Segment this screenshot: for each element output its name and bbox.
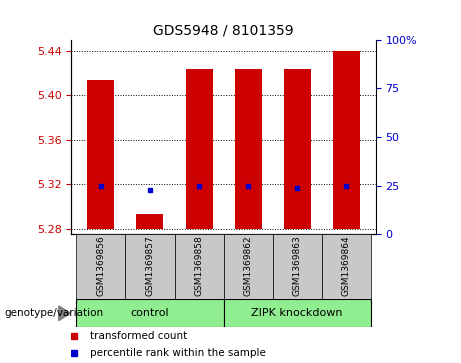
Bar — [272, 234, 322, 299]
Bar — [235, 69, 262, 229]
Text: ZIPK knockdown: ZIPK knockdown — [251, 308, 343, 318]
Polygon shape — [59, 306, 71, 321]
Title: GDS5948 / 8101359: GDS5948 / 8101359 — [153, 23, 294, 37]
Bar — [322, 234, 371, 299]
Text: genotype/variation: genotype/variation — [5, 308, 104, 318]
Text: GSM1369858: GSM1369858 — [195, 235, 204, 296]
Bar — [125, 234, 175, 299]
Bar — [175, 234, 224, 299]
Bar — [284, 69, 311, 229]
Text: GSM1369864: GSM1369864 — [342, 235, 351, 296]
Text: GSM1369857: GSM1369857 — [146, 235, 154, 296]
Text: control: control — [130, 308, 169, 318]
Text: GSM1369863: GSM1369863 — [293, 235, 301, 296]
Bar — [88, 80, 114, 229]
Bar — [186, 69, 213, 229]
Bar — [77, 234, 125, 299]
Bar — [333, 51, 360, 229]
Bar — [224, 234, 272, 299]
Text: GSM1369856: GSM1369856 — [96, 235, 106, 296]
Text: GSM1369862: GSM1369862 — [243, 235, 253, 296]
Text: transformed count: transformed count — [90, 331, 187, 341]
Text: percentile rank within the sample: percentile rank within the sample — [90, 348, 266, 358]
Bar — [224, 299, 371, 327]
Bar — [77, 299, 224, 327]
Bar — [136, 214, 164, 229]
